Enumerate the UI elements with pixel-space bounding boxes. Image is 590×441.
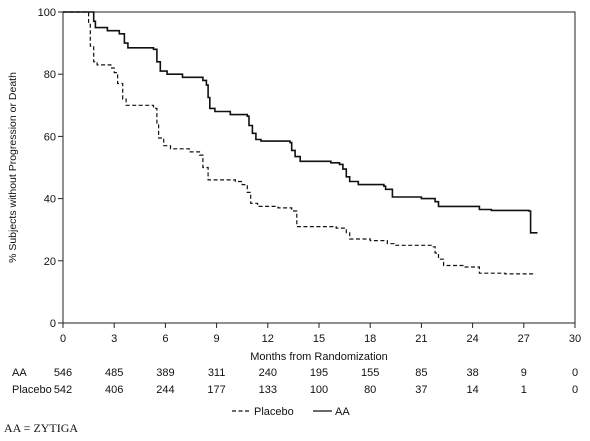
y-axis-label: % Subjects without Progression or Death: [7, 72, 19, 263]
at-risk-count: 406: [105, 384, 123, 396]
plot-axes: [62, 11, 576, 324]
axis-ticks: 0 3 6 9 12 15 18 21 24 27 30 0 20 40 60 80 100: [38, 7, 581, 345]
x-tick-label: 30: [569, 333, 581, 345]
at-risk-count: 0: [572, 367, 578, 379]
at-risk-count: 85: [415, 367, 427, 379]
at-risk-count: 38: [466, 367, 478, 379]
at-risk-count: 244: [156, 384, 174, 396]
chart-legend: Placebo AA: [232, 406, 350, 418]
legend-label-placebo: Placebo: [254, 406, 294, 418]
at-risk-row-label: Placebo: [12, 384, 52, 396]
y-tick-label: 0: [50, 318, 56, 330]
series-line-aa: [63, 11, 538, 234]
at-risk-count: 195: [310, 367, 328, 379]
footnote: AA = ZYTIGA: [4, 421, 79, 435]
at-risk-count: 14: [466, 384, 478, 396]
at-risk-count: 311: [208, 367, 226, 379]
x-tick-label: 12: [262, 333, 274, 345]
at-risk-count: 37: [415, 384, 427, 396]
x-tick-label: 0: [60, 333, 66, 345]
x-tick-label: 24: [466, 333, 478, 345]
legend-label-aa: AA: [335, 406, 350, 418]
at-risk-row-label: AA: [12, 367, 27, 379]
x-tick-label: 18: [364, 333, 376, 345]
at-risk-count: 542: [54, 384, 72, 396]
series-line-placebo: [63, 11, 536, 275]
x-axis-label: Months from Randomization: [250, 351, 388, 363]
at-risk-count: 9: [521, 367, 527, 379]
x-tick-label: 15: [313, 333, 325, 345]
at-risk-count: 80: [364, 384, 376, 396]
y-tick-label: 40: [44, 194, 56, 206]
y-tick-label: 100: [38, 7, 56, 19]
at-risk-count: 546: [54, 367, 72, 379]
at-risk-count: 389: [156, 367, 174, 379]
series-layer: [63, 11, 538, 275]
x-tick-label: 21: [415, 333, 427, 345]
x-tick-label: 3: [111, 333, 117, 345]
at-risk-count: 100: [310, 384, 328, 396]
plot-frame: [62, 11, 576, 324]
at-risk-count: 0: [572, 384, 578, 396]
x-tick-label: 9: [214, 333, 220, 345]
x-tick-label: 27: [518, 333, 530, 345]
x-tick-label: 6: [162, 333, 168, 345]
at-risk-count: 240: [259, 367, 277, 379]
at-risk-count: 485: [105, 367, 123, 379]
at-risk-count: 1: [521, 384, 527, 396]
at-risk-count: 133: [259, 384, 277, 396]
y-tick-label: 80: [44, 69, 56, 81]
y-tick-label: 60: [44, 131, 56, 143]
at-risk-count: 177: [207, 384, 225, 396]
y-tick-label: 20: [44, 256, 56, 268]
at-risk-count: 155: [361, 367, 379, 379]
